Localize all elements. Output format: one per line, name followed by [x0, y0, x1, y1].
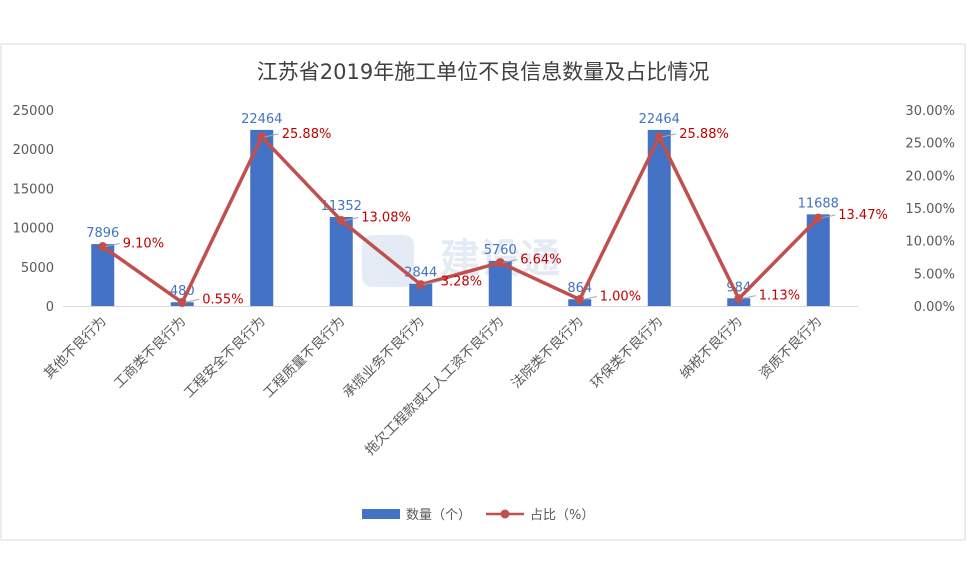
- line-point: [98, 242, 108, 252]
- line-point: [416, 280, 426, 290]
- bar: [329, 217, 353, 306]
- y-tick-label: 25000: [13, 104, 54, 119]
- bar: [806, 214, 830, 306]
- bar: [488, 260, 512, 306]
- bar-value-label: 22464: [241, 112, 282, 127]
- y2-tick-label: 25.00%: [905, 137, 955, 152]
- bar-value-label: 5760: [484, 243, 517, 258]
- y2-tick-label: 20.00%: [905, 169, 955, 184]
- bar: [91, 244, 115, 306]
- line-value-label: 6.64%: [520, 253, 561, 268]
- y-tick-label: 20000: [13, 143, 54, 158]
- legend-line-label: 占比（%）: [530, 508, 594, 523]
- chart-border: [0, 43, 966, 541]
- bar: [409, 283, 433, 306]
- bar-value-label: 11688: [798, 196, 839, 211]
- line-point: [575, 294, 585, 304]
- line-point: [177, 297, 187, 307]
- leader-line: [185, 298, 200, 303]
- leader-line: [423, 281, 438, 286]
- y-tick-label: 0: [46, 300, 54, 315]
- y2-tick-label: 30.00%: [905, 104, 955, 119]
- line-path: [101, 135, 820, 305]
- line-value-label: 9.10%: [123, 237, 164, 252]
- y-axis-right: 0.00% 5.00% 10.00% 15.00% 20.00% 25.00% 30.00%: [905, 104, 955, 315]
- line-value-label: 3.28%: [441, 275, 482, 290]
- leader-line: [344, 217, 359, 222]
- line-labels: 9.10% 0.55% 25.88% 13.08% 3.28% 6.64% 1.00% 25.…: [105, 127, 888, 307]
- leader-line: [662, 133, 677, 138]
- bar-value-label: 7896: [86, 226, 119, 241]
- line-point: [257, 132, 267, 142]
- legend-bar-label: 数量（个）: [406, 508, 471, 523]
- y-tick-label: 15000: [13, 182, 54, 197]
- leader-line: [741, 295, 756, 300]
- chart-title: 江苏省2019年施工单位不良信息数量及占比情况: [257, 60, 709, 84]
- leader-line: [264, 133, 279, 138]
- y-axis-left: 0 5000 10000 15000 20000 25000: [13, 104, 54, 315]
- y2-tick-label: 0.00%: [914, 300, 955, 315]
- leader-line: [503, 259, 518, 264]
- line-point: [336, 216, 346, 226]
- bar-value-label: 22464: [639, 112, 680, 127]
- line-value-label: 25.88%: [282, 127, 332, 142]
- line-series: [98, 132, 823, 307]
- leader-line: [105, 243, 120, 248]
- line-point: [734, 294, 744, 304]
- y2-tick-label: 15.00%: [905, 202, 955, 217]
- line-point: [495, 258, 505, 268]
- line-value-label: 0.55%: [202, 292, 243, 307]
- line-value-label: 1.00%: [600, 289, 641, 304]
- line-value-label: 13.08%: [361, 211, 411, 226]
- legend-bar-swatch: [362, 509, 400, 519]
- legend-line-marker: [500, 509, 510, 519]
- y2-tick-label: 10.00%: [905, 235, 955, 250]
- line-point: [654, 132, 664, 142]
- y2-tick-label: 5.00%: [914, 267, 955, 282]
- line-point: [813, 213, 823, 223]
- y-tick-label: 5000: [21, 261, 54, 276]
- bar-labels: 7896480224641135228445760864224649841168…: [86, 112, 839, 299]
- legend: 数量（个） 占比（%）: [362, 508, 594, 523]
- bar: [647, 129, 671, 306]
- line-value-label: 25.88%: [679, 127, 729, 142]
- leader-line: [582, 295, 597, 300]
- bar-series: [91, 129, 830, 306]
- line-value-label: 13.47%: [838, 208, 888, 223]
- line-value-label: 1.13%: [759, 289, 800, 304]
- y-tick-label: 10000: [13, 222, 54, 237]
- leader-line: [821, 214, 836, 219]
- bar: [250, 129, 274, 306]
